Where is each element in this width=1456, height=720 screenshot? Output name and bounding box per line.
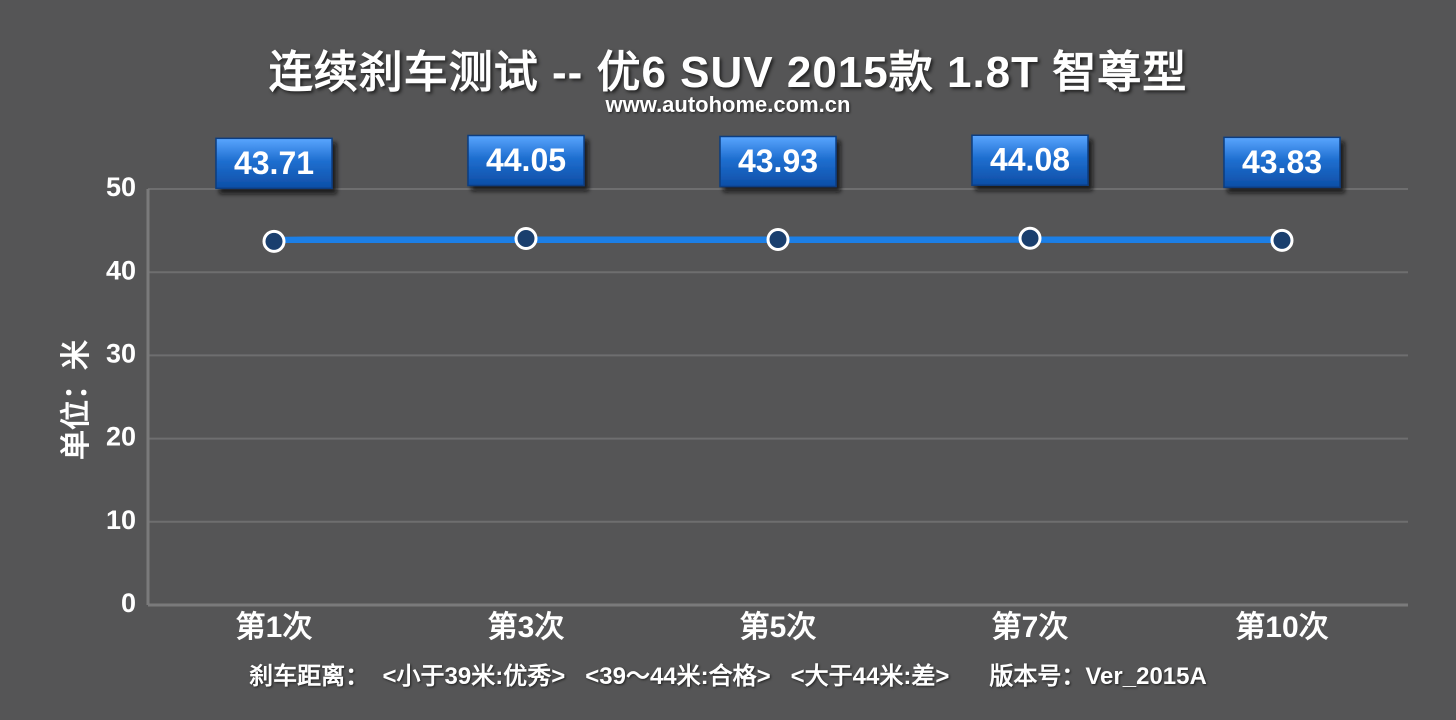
x-category-label: 第7次 xyxy=(992,610,1069,644)
data-point xyxy=(514,227,538,251)
data-label-box xyxy=(215,137,333,190)
data-label: 43.83 xyxy=(1223,136,1341,189)
y-tick-label: 10 xyxy=(106,505,136,535)
data-label-box xyxy=(719,135,837,188)
data-label-value: 44.05 xyxy=(486,142,566,178)
x-category-label: 第5次 xyxy=(740,610,817,644)
footer-note: 刹车距离： <小于39米:优秀> <39～44米:合格> <大于44米:差> 版… xyxy=(249,663,1207,690)
data-label-value: 44.08 xyxy=(990,142,1070,178)
y-tick-label: 40 xyxy=(106,255,136,285)
data-label-value: 43.71 xyxy=(234,145,314,181)
x-category-label: 第3次 xyxy=(488,610,565,644)
y-tick-label: 20 xyxy=(106,422,136,452)
x-category-label: 第10次 xyxy=(1235,610,1328,644)
x-category-label: 第1次 xyxy=(236,610,313,644)
y-tick-label: 50 xyxy=(106,172,136,202)
data-labels: 43.71 44.05 43.93 44.08 43.83 xyxy=(215,134,1341,190)
data-label-box xyxy=(1223,136,1341,189)
data-label: 44.08 xyxy=(971,134,1089,187)
data-point xyxy=(262,229,286,253)
y-axis-label: 单位：米 xyxy=(59,340,93,460)
chart-subtitle: www.autohome.com.cn xyxy=(605,92,851,117)
data-point xyxy=(1270,228,1294,252)
data-label-box xyxy=(971,134,1089,187)
data-label-box xyxy=(467,134,585,187)
data-point xyxy=(1018,226,1042,250)
data-label-value: 43.83 xyxy=(1242,144,1322,180)
data-point xyxy=(766,228,790,252)
y-tick-labels: 0 10 20 30 40 50 xyxy=(106,172,136,618)
x-category-labels: 第1次 第3次 第5次 第7次 第10次 xyxy=(236,610,1329,644)
data-label: 44.05 xyxy=(467,134,585,187)
data-label-value: 43.93 xyxy=(738,143,818,179)
gridlines xyxy=(148,188,1408,523)
data-label: 43.93 xyxy=(719,135,837,188)
y-tick-label: 30 xyxy=(106,339,136,369)
y-tick-label: 0 xyxy=(121,588,136,618)
axes xyxy=(146,189,1408,607)
chart-title: 连续刹车测试 -- 优6 SUV 2015款 1.8T 智尊型 xyxy=(268,48,1188,97)
data-points xyxy=(262,226,1294,253)
data-label: 43.71 xyxy=(215,137,333,190)
